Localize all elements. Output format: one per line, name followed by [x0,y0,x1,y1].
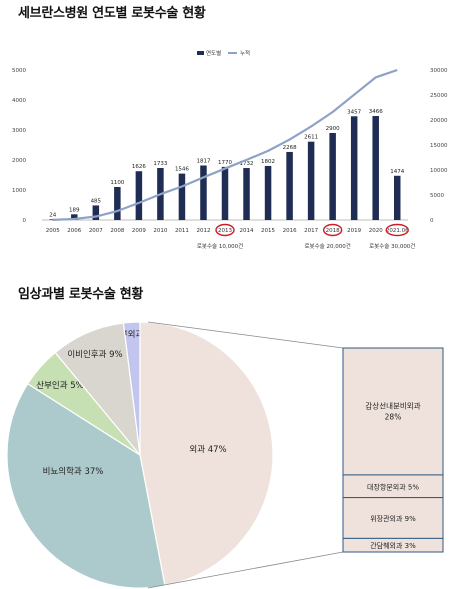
pie-chart-title: 임상과별 로봇수술 현황 [18,287,144,302]
y-left-tick-label: 2000 [12,158,26,164]
bar-value-label: 485 [91,198,102,204]
legend-line-label: 누적 [240,50,250,57]
y-right-tick-label: 15000 [430,143,448,149]
cumulative-line [52,68,398,221]
x-tick-label: 2020 [369,228,383,234]
milestone-circle [385,223,409,237]
x-tick-label: 2016 [283,228,297,234]
bar-chart-title: 세브란스병원 연도별 로봇수술 현황 [18,6,206,21]
bar-value-label: 24 [49,212,56,218]
y-right-tick-label: 20000 [430,118,448,124]
x-tick-label: 2006 [67,228,81,234]
breakdown-label: 위장관외과 9% [370,514,416,523]
bar-value-label: 2611 [304,135,318,141]
legend-bar-swatch [197,51,204,55]
y-right-tick-label: 5000 [430,193,444,199]
x-tick-label: 2018 [326,228,340,234]
bar-value-label: 189 [69,207,80,213]
y-right-tick-label: 10000 [430,168,448,174]
breakdown-label: 간담췌외과 3% [370,541,416,550]
bar-value-label: 1802 [261,159,275,165]
milestone-circle [322,223,343,237]
y-right-tick-label: 30000 [430,68,448,74]
milestone-annotation: 로봇수술 30,000건 [369,242,415,250]
breakdown-label: 대장항문외과 5% [367,482,419,491]
bar-value-label: 1474 [390,169,404,175]
x-tick-label: 2009 [132,228,146,234]
bar [393,175,401,220]
bar-value-label: 1626 [132,164,146,170]
pie-slice-label: 이비인후과 9% [67,349,122,360]
x-tick-label: 2021.06 [386,228,409,234]
legend: 연도별 누적 [197,49,250,57]
y-left-tick-label: 4000 [12,98,26,104]
bar [329,133,336,220]
bar [71,214,78,220]
bar-value-label: 1546 [175,167,189,173]
x-tick-label: 2019 [347,228,361,234]
bar-value-label: 1732 [240,161,254,167]
bar [307,141,315,220]
x-tick-label: 2007 [89,228,103,234]
bar-value-label: 1817 [196,158,210,164]
bar [286,151,293,220]
x-tick-label: 2011 [175,228,189,234]
y-left-tick-label: 1000 [12,188,26,194]
milestone-annotation: 로봇수술 10,000건 [197,242,243,250]
breakdown-segment [342,497,444,539]
x-tick-label: 2017 [304,228,318,234]
bar [200,165,207,220]
y-left-tick-label: 5000 [12,68,26,74]
bar-value-label: 3457 [347,109,361,115]
pie-slice [54,322,141,457]
x-tick-label: 2008 [110,228,124,234]
bar [350,116,358,220]
breakdown-segment [342,347,444,476]
bar-value-label: 2268 [283,145,297,151]
breakdown-segment [342,537,444,553]
y-right-tick-label: 0 [430,218,434,224]
y-right-tick-label: 25000 [430,93,448,99]
bar [243,168,250,220]
y-left-tick-label: 3000 [12,128,26,134]
x-tick-label: 2012 [196,228,210,234]
x-tick-label: 2014 [240,228,254,234]
bar [264,165,272,220]
yearly-robotic-surgery-chart: 0 1000 2000 3000 4000 5000 0 5000 10000 15000 2000… [12,49,448,250]
bar [114,187,121,220]
x-tick-label: 2010 [153,228,167,234]
bar-value-label: 1100 [110,180,124,186]
milestone-circle [215,223,235,237]
milestone-annotation: 로봇수술 20,000건 [304,242,350,250]
bar [135,171,143,220]
pie-slice [139,321,274,587]
bar-value-label: 1733 [153,161,167,167]
breakdown-value: 28% [385,412,402,421]
x-tick-label: 2005 [46,228,60,234]
bar-value-label: 1770 [218,160,232,166]
x-tick-label: 2015 [261,228,275,234]
bar [178,173,186,220]
bar [372,116,379,220]
bar [221,166,229,220]
y-left-tick-label: 0 [23,218,27,224]
legend-bar-label: 연도별 [206,49,221,57]
bar [92,205,100,220]
breakdown-label: 갑상선내분비외과 [365,400,420,410]
x-tick-label: 2013 [218,228,232,234]
connector-line [147,551,344,589]
connector-line [147,321,344,349]
bar-value-label: 2900 [326,126,340,132]
pie-slice [6,382,166,589]
bar-value-label: 3466 [369,109,383,115]
pie-slice-label: 비뇨의학과 37% [43,466,104,477]
pie-slice-label: 산부인과 5% [36,380,83,391]
pie-slice-label: 외과 47% [189,444,226,455]
